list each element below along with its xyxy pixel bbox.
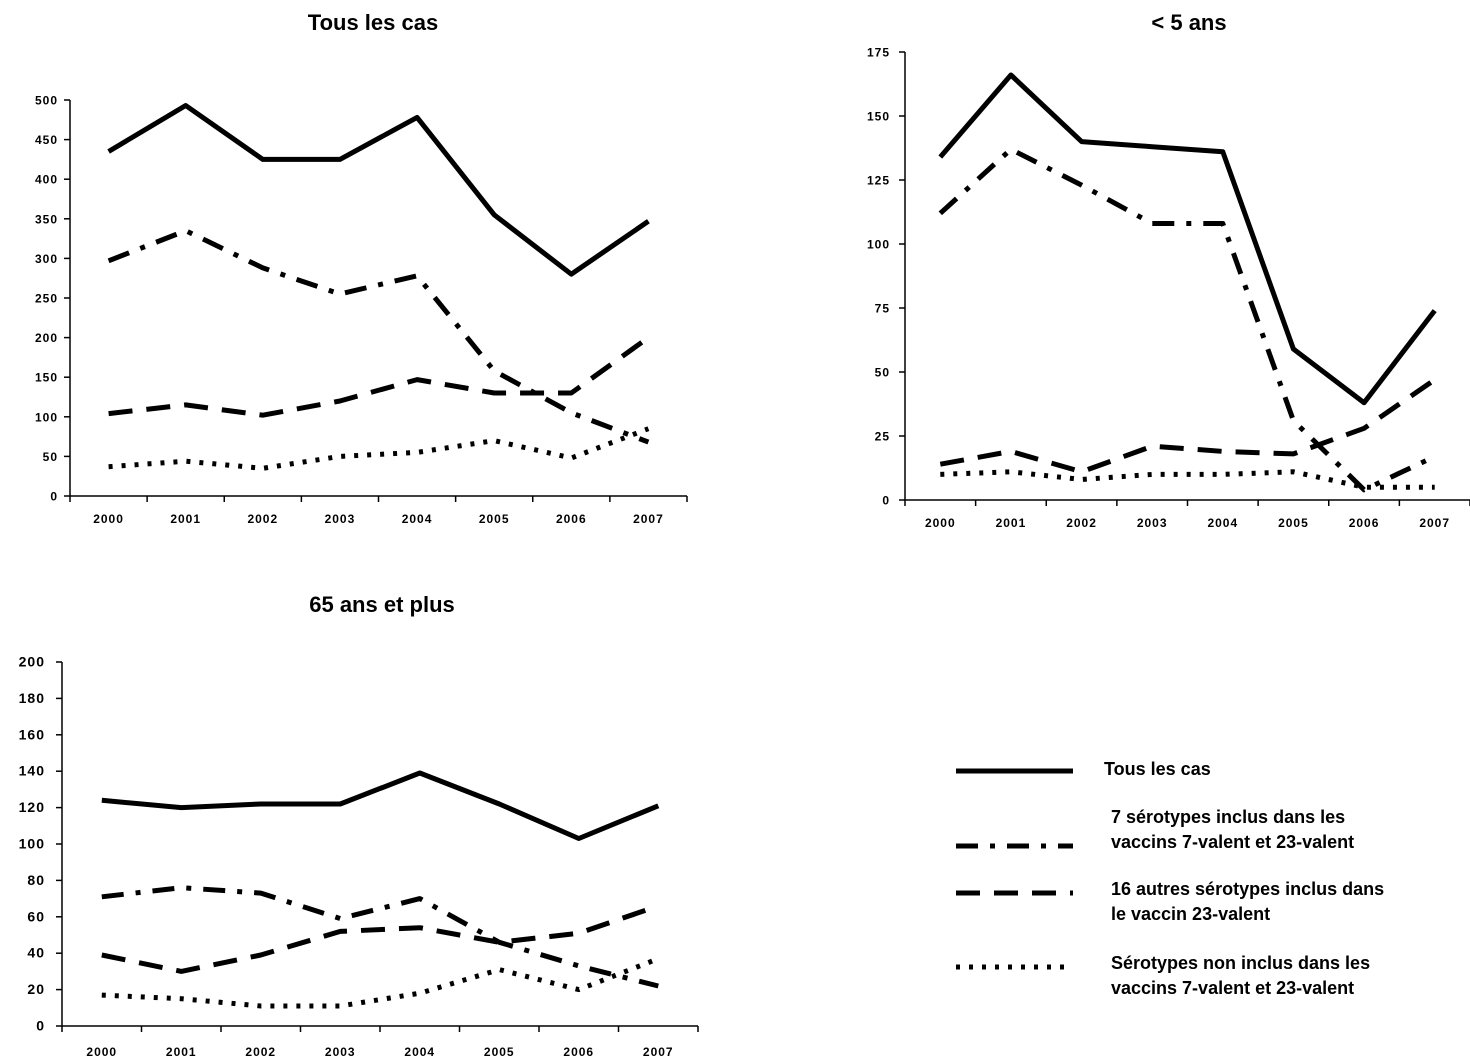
chart-1: Tous les cas 0 50 100 150 200 250 300 350 400 450 5… <box>35 10 688 526</box>
y-tick-label: 0 <box>882 494 890 508</box>
x-tick-label: 2003 <box>325 512 356 526</box>
chart-title: Tous les cas <box>308 10 438 35</box>
x-tick-label: 2001 <box>170 512 201 526</box>
legend-label: vaccins 7-valent et 23-valent <box>1111 832 1354 852</box>
y-tick-label: 50 <box>43 450 58 464</box>
chart-3: 65 ans et plus 0 20 40 60 80 100 120 140 160 180 20… <box>19 592 699 1059</box>
x-tick-label: 2001 <box>166 1045 197 1059</box>
y-tick-label: 175 <box>867 46 890 60</box>
series-line-dash <box>939 377 1437 475</box>
x-tick-label: 2003 <box>1137 516 1168 530</box>
y-tick-label: 150 <box>35 371 58 385</box>
x-tick-label: 2002 <box>1066 516 1097 530</box>
x-tick-label: 2001 <box>996 516 1027 530</box>
x-tick-label: 2007 <box>643 1045 674 1059</box>
x-tick-label: 2006 <box>563 1045 594 1059</box>
x-tick-label: 2004 <box>404 1045 435 1059</box>
y-tick-label: 40 <box>27 945 45 961</box>
y-tick-label: 75 <box>875 302 890 316</box>
y-tick-label: 200 <box>19 654 45 670</box>
y-tick-label: 500 <box>35 94 58 108</box>
y-tick-label: 450 <box>35 133 58 147</box>
chart-2: < 5 ans 0 25 50 75 100 125 150 175 2000 2001 2002 20… <box>867 10 1470 530</box>
y-tick-label: 200 <box>35 331 58 345</box>
x-tick-label: 2007 <box>1419 516 1450 530</box>
series-line-solid <box>107 103 650 277</box>
legend: Tous les cas 7 sérotypes inclus dans les v… <box>956 759 1384 998</box>
series-line-dashdot <box>107 228 650 445</box>
legend-label: Sérotypes non inclus dans les <box>1111 953 1370 973</box>
y-tick-label: 20 <box>27 981 45 997</box>
y-tick-label: 350 <box>35 212 58 226</box>
y-tick-label: 25 <box>875 430 890 444</box>
series-line-dot <box>940 469 1435 490</box>
x-tick-label: 2006 <box>556 512 587 526</box>
series-line-dot <box>101 956 660 1009</box>
legend-label: 7 sérotypes inclus dans les <box>1111 807 1345 827</box>
y-tick-label: 125 <box>867 174 890 188</box>
series-line-dash <box>108 335 650 418</box>
y-tick-label: 120 <box>19 799 45 815</box>
y-tick-label: 0 <box>50 490 58 504</box>
y-tick-label: 160 <box>19 726 45 742</box>
x-tick-label: 2000 <box>86 1045 117 1059</box>
series-line-dash <box>101 903 660 974</box>
y-tick-label: 400 <box>35 173 58 187</box>
y-tick-label: 140 <box>19 763 45 779</box>
legend-label: le vaccin 23-valent <box>1111 904 1270 924</box>
x-tick-label: 2005 <box>1278 516 1309 530</box>
y-tick-label: 250 <box>35 292 58 306</box>
series-line-solid <box>101 770 660 841</box>
chart-title: 65 ans et plus <box>309 592 455 617</box>
x-tick-label: 2004 <box>1207 516 1238 530</box>
x-tick-label: 2002 <box>247 512 278 526</box>
x-tick-label: 2005 <box>484 1045 515 1059</box>
x-tick-label: 2005 <box>479 512 510 526</box>
y-tick-label: 100 <box>35 410 58 424</box>
y-tick-label: 60 <box>27 908 45 924</box>
x-tick-label: 2000 <box>93 512 124 526</box>
y-tick-label: 300 <box>35 252 58 266</box>
series-line-solid <box>938 72 1437 406</box>
y-tick-label: 100 <box>19 836 45 852</box>
legend-label: 16 autres sérotypes inclus dans <box>1111 879 1384 899</box>
y-tick-label: 0 <box>36 1018 45 1034</box>
x-tick-label: 2007 <box>633 512 664 526</box>
legend-label: Tous les cas <box>1104 759 1211 779</box>
legend-label: vaccins 7-valent et 23-valent <box>1111 978 1354 998</box>
y-tick-label: 100 <box>867 238 890 252</box>
y-tick-label: 80 <box>27 872 45 888</box>
x-tick-label: 2000 <box>925 516 956 530</box>
x-tick-label: 2003 <box>325 1045 356 1059</box>
x-tick-label: 2004 <box>402 512 433 526</box>
y-tick-label: 180 <box>19 690 45 706</box>
x-tick-label: 2002 <box>245 1045 276 1059</box>
series-line-dot <box>108 426 650 471</box>
series-line-dashdot <box>938 146 1436 493</box>
y-tick-label: 50 <box>875 366 890 380</box>
y-tick-label: 150 <box>867 110 890 124</box>
chart-title: < 5 ans <box>1151 10 1226 35</box>
x-tick-label: 2006 <box>1349 516 1380 530</box>
